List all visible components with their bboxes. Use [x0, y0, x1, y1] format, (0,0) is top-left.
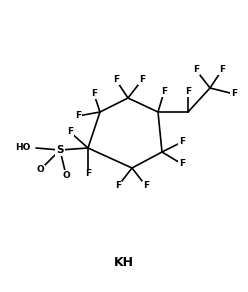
Text: F: F	[185, 88, 191, 96]
Text: HO: HO	[15, 143, 30, 152]
Text: F: F	[75, 112, 81, 121]
Text: S: S	[56, 145, 64, 155]
Text: F: F	[219, 65, 225, 74]
Text: O: O	[36, 166, 44, 175]
Text: F: F	[91, 90, 97, 98]
Text: F: F	[67, 128, 73, 136]
Text: KH: KH	[114, 256, 134, 269]
Text: F: F	[179, 138, 185, 147]
Text: F: F	[161, 88, 167, 96]
Text: F: F	[231, 90, 237, 98]
Text: F: F	[193, 65, 199, 74]
Text: F: F	[143, 182, 149, 190]
Text: O: O	[62, 171, 70, 180]
Text: F: F	[139, 76, 145, 84]
Text: F: F	[115, 182, 121, 190]
Text: F: F	[113, 76, 119, 84]
Text: F: F	[85, 169, 91, 178]
Text: F: F	[179, 159, 185, 168]
